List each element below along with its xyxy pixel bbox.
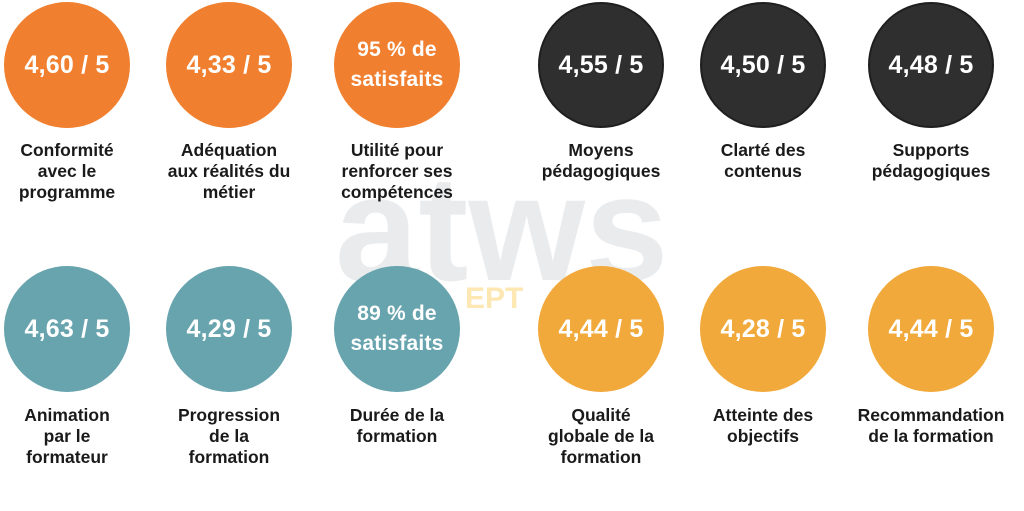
score-value: 95 % de satisfaits [350, 38, 444, 91]
score-circle-qualite: 4,44 / 5 [538, 266, 664, 392]
score-label-atteinte: Atteinte des objectifs [712, 405, 814, 446]
score-label-qualite: Qualité globale de la formation [548, 405, 654, 467]
score-circle-duree: 89 % de satisfaits [334, 266, 460, 392]
score-circle-supports: 4,48 / 5 [868, 2, 994, 128]
score-label-adequation: Adéquation aux réalités du métier [167, 140, 291, 202]
score-circle-moyens: 4,55 / 5 [538, 2, 664, 128]
score-label-clarte: Clarté des contenus [720, 140, 806, 181]
score-circle-animation: 4,63 / 5 [4, 266, 130, 392]
score-value: 4,28 / 5 [720, 314, 806, 343]
score-value: 89 % de satisfaits [350, 302, 444, 355]
score-circle-conformite: 4,60 / 5 [4, 2, 130, 128]
score-value: 4,55 / 5 [558, 50, 644, 79]
score-circle-utilite: 95 % de satisfaits [334, 2, 460, 128]
score-label-moyens: Moyens pédagogiques [541, 140, 661, 181]
score-value: 4,60 / 5 [24, 50, 110, 79]
score-label-duree: Durée de la formation [349, 405, 445, 446]
score-circle-clarte: 4,50 / 5 [700, 2, 826, 128]
score-circle-progression: 4,29 / 5 [166, 266, 292, 392]
score-circle-atteinte: 4,28 / 5 [700, 266, 826, 392]
score-label-supports: Supports pédagogiques [871, 140, 991, 181]
score-value: 4,33 / 5 [186, 50, 272, 79]
score-label-progression: Progression de la formation [177, 405, 281, 467]
watermark-subtext: EPT [465, 282, 523, 310]
score-circle-recommandation: 4,44 / 5 [868, 266, 994, 392]
score-circle-adequation: 4,33 / 5 [166, 2, 292, 128]
score-value: 4,48 / 5 [888, 50, 974, 79]
score-value: 4,44 / 5 [558, 314, 644, 343]
score-label-utilite: Utilité pour renforcer ses compétences [341, 140, 453, 202]
score-value: 4,50 / 5 [720, 50, 806, 79]
score-label-conformite: Conformité avec le programme [18, 140, 116, 202]
score-label-animation: Animation par le formateur [24, 405, 110, 467]
score-value: 4,44 / 5 [888, 314, 974, 343]
score-label-recommandation: Recommandation de la formation [857, 405, 1005, 446]
score-value: 4,63 / 5 [24, 314, 110, 343]
score-value: 4,29 / 5 [186, 314, 272, 343]
